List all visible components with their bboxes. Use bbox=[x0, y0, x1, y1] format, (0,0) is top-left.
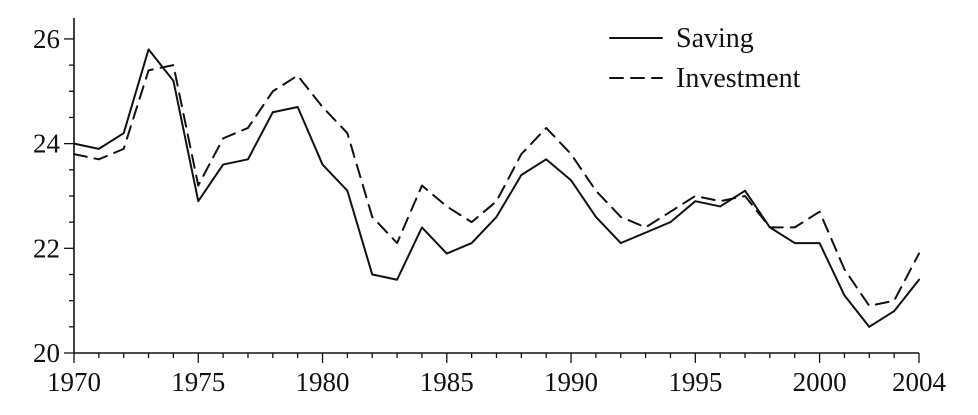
y-tick-label: 20 bbox=[33, 338, 60, 368]
x-tick-label: 1970 bbox=[47, 367, 101, 397]
x-axis-ticks: 1970 1975 1980 1985 1990 1995 2000 2004 bbox=[47, 353, 947, 397]
x-tick-label: 2004 bbox=[892, 367, 947, 397]
legend-label-investment: Investment bbox=[676, 63, 801, 94]
legend-item-saving: Saving bbox=[609, 23, 754, 54]
x-tick-label: 1980 bbox=[296, 367, 350, 397]
series-line-investment bbox=[73, 64, 920, 307]
series-line-saving bbox=[73, 48, 920, 328]
legend-item-investment: Investment bbox=[609, 63, 801, 94]
x-tick-label: 2000 bbox=[793, 367, 847, 397]
x-tick-label: 1990 bbox=[544, 367, 598, 397]
y-tick-label: 22 bbox=[33, 233, 60, 263]
x-axis: 1970 1975 1980 1985 1990 1995 2000 2004 bbox=[47, 352, 947, 397]
plot-series bbox=[73, 48, 920, 328]
y-axis-ticks: 20 22 24 26 bbox=[33, 24, 74, 368]
y-axis: 20 22 24 26 bbox=[33, 18, 75, 368]
y-tick-label: 24 bbox=[33, 129, 61, 159]
y-tick-label: 26 bbox=[33, 24, 60, 54]
legend: Saving Investment bbox=[609, 23, 801, 94]
x-tick-label: 1995 bbox=[668, 367, 722, 397]
x-tick-label: 1985 bbox=[420, 367, 474, 397]
x-tick-label: 1975 bbox=[171, 367, 225, 397]
legend-label-saving: Saving bbox=[676, 23, 754, 54]
